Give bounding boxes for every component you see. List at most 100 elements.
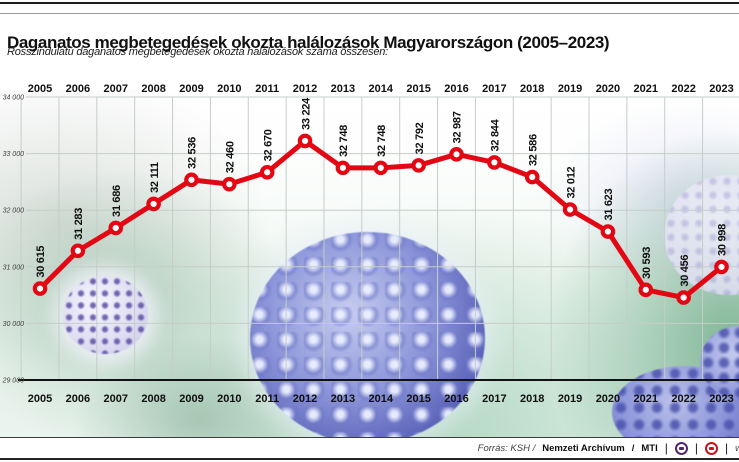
year-label-top: 2007 [104, 83, 128, 95]
data-point [335, 160, 351, 176]
data-point [411, 158, 426, 173]
year-label-top: 2014 [369, 83, 394, 95]
y-tick-label: 31 000 [3, 264, 25, 271]
data-point [222, 176, 237, 192]
year-label-top: 2010 [217, 83, 241, 95]
data-point [297, 133, 313, 149]
value-label: 30 456 [679, 255, 691, 287]
mti-logo-icon [705, 441, 718, 455]
value-label: 31 686 [111, 185, 123, 217]
data-point [562, 202, 578, 217]
year-label-bottom: 2018 [520, 393, 544, 405]
year-label-bottom: 2013 [331, 393, 355, 405]
year-label-top: 2009 [179, 83, 203, 95]
pipe-separator: | [725, 441, 729, 455]
value-label: 31 623 [603, 189, 615, 221]
value-label: 32 460 [225, 141, 237, 173]
source-archive: Nemzeti Archívum [542, 442, 625, 454]
bottom-rule [0, 458, 739, 460]
source-separator: / [631, 442, 635, 454]
data-point [714, 259, 729, 275]
data-point [638, 282, 654, 298]
value-label: 30 615 [35, 246, 47, 278]
data-point [449, 147, 464, 162]
year-label-bottom: 2016 [444, 393, 468, 405]
year-label-bottom: 2021 [634, 393, 658, 405]
value-label: 32 670 [262, 129, 274, 161]
value-label: 32 844 [490, 118, 502, 151]
data-point [32, 281, 48, 296]
mtva-logo-icon [674, 441, 688, 455]
value-label: 32 536 [187, 137, 199, 169]
year-label-top: 2023 [709, 83, 733, 95]
data-point [487, 155, 502, 170]
year-label-top: 2011 [255, 83, 279, 95]
data-point [676, 290, 691, 305]
data-point [108, 220, 124, 236]
data-point [373, 160, 389, 176]
year-label-top: 2022 [671, 83, 695, 95]
data-point [184, 172, 199, 188]
virus-cell-center [250, 232, 485, 437]
value-label: 32 792 [414, 122, 426, 154]
year-label-bottom: 2008 [141, 393, 165, 405]
year-label-bottom: 2017 [482, 393, 506, 405]
plot-canvas: 34 000 33 000 32 000 31 000 30 000 29 000 2005… [2, 83, 739, 405]
year-label-bottom: 2023 [709, 393, 733, 405]
page-subtitle: Rosszindulatú daganatos megbetegedések o… [7, 46, 389, 58]
year-label-top: 2005 [28, 83, 52, 95]
data-point [524, 169, 540, 185]
year-label-top: 2008 [141, 83, 165, 95]
value-label: 32 748 [338, 125, 350, 157]
pipe-separator: | [694, 441, 698, 455]
value-label: 30 593 [641, 247, 653, 279]
value-label: 31 283 [73, 208, 85, 240]
year-label-top: 2020 [596, 83, 620, 95]
page-title: Daganatos megbetegedések okozta halálozá… [7, 33, 610, 53]
year-label-top: 2017 [482, 83, 506, 95]
value-label: 32 987 [452, 111, 464, 143]
year-label-top: 2013 [331, 83, 355, 95]
year-label-top: 2015 [406, 83, 430, 95]
year-label-bottom: 2009 [179, 393, 203, 405]
value-label: 33 224 [300, 97, 312, 130]
value-label: 32 748 [376, 125, 388, 157]
data-point [259, 164, 275, 180]
value-label: 30 998 [717, 224, 729, 256]
data-point [70, 243, 86, 259]
source-bar: Forrás: KSH / Nemzeti Archívum / MTI | |… [0, 438, 739, 458]
top-rule-secondary [0, 13, 739, 14]
value-label: 32 012 [565, 166, 577, 198]
year-label-top: 2012 [293, 83, 317, 95]
y-tick-label: 33 000 [3, 151, 25, 158]
clipped-url-text: w [735, 443, 739, 454]
year-label-top: 2019 [558, 83, 582, 95]
virus-cell-left [63, 276, 148, 354]
source-mti: MTI [641, 442, 658, 454]
data-point [600, 224, 616, 239]
year-label-top: 2021 [634, 83, 658, 95]
data-point [146, 196, 161, 212]
year-label-top: 2018 [520, 83, 544, 95]
year-label-bottom: 2015 [406, 393, 430, 405]
footer-divider [0, 437, 739, 438]
pipe-separator: | [664, 441, 668, 455]
year-label-bottom: 2005 [28, 393, 52, 405]
line-chart: 34 000 33 000 32 000 31 000 30 000 29 000 2005… [0, 80, 739, 437]
year-label-top: 2016 [444, 83, 468, 95]
y-tick-label: 34 000 [3, 95, 25, 102]
year-label-bottom: 2020 [596, 393, 620, 405]
year-label-bottom: 2006 [66, 393, 90, 405]
value-label: 32 586 [527, 134, 539, 166]
year-label-bottom: 2019 [558, 393, 582, 405]
year-label-bottom: 2014 [369, 393, 394, 405]
source-label: Forrás: KSH / [477, 442, 536, 454]
year-label-bottom: 2011 [255, 393, 279, 405]
y-tick-label: 30 000 [3, 321, 25, 328]
top-rule [0, 2, 739, 4]
year-label-bottom: 2012 [293, 393, 317, 405]
year-label-bottom: 2007 [104, 393, 128, 405]
year-label-bottom: 2010 [217, 393, 241, 405]
year-label-bottom: 2022 [671, 393, 695, 405]
